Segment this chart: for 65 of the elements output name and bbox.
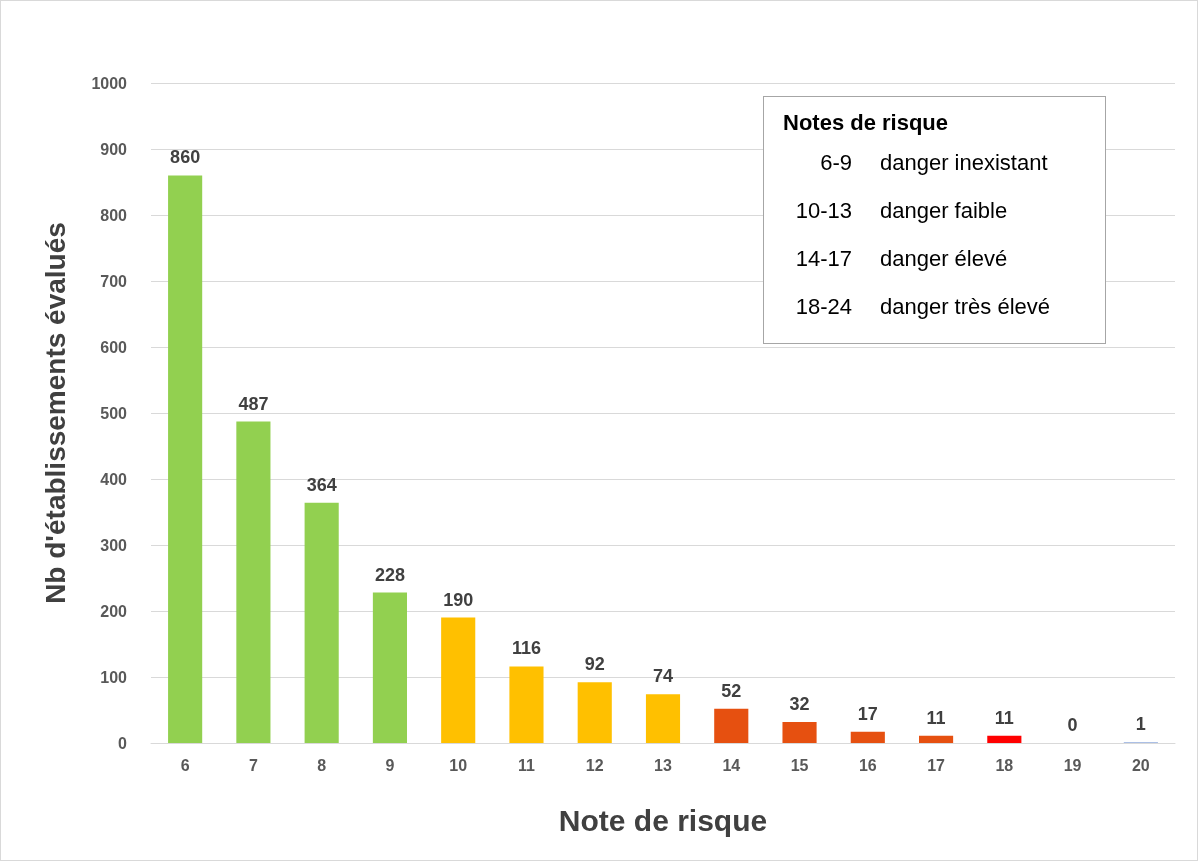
- bar: [919, 735, 954, 743]
- data-label: 1: [1135, 714, 1146, 735]
- x-tick-label: 19: [1063, 756, 1082, 774]
- x-tick-label: 15: [790, 756, 809, 774]
- data-label: 0: [1067, 715, 1078, 735]
- x-tick-label: 6: [180, 756, 190, 774]
- annotation: 18-24: [794, 293, 852, 321]
- y-axis-title: Nb d'établissements évalués: [39, 222, 71, 604]
- data-label: 116: [511, 638, 541, 659]
- x-tick-label: 20: [1131, 756, 1150, 774]
- annotation: Notes de risque: [782, 109, 950, 137]
- data-label: 74: [652, 666, 674, 687]
- annotation: 10-13: [794, 197, 852, 225]
- bar: [850, 731, 885, 743]
- annotation: danger élevé: [879, 245, 1008, 273]
- x-tick-label: 18: [995, 756, 1014, 774]
- x-tick-label: 16: [858, 756, 877, 774]
- y-tick-label: 0: [118, 734, 128, 752]
- data-label: 11: [926, 707, 946, 728]
- data-label: 11: [994, 707, 1014, 728]
- bar: [645, 694, 681, 743]
- annotation: danger inexistant: [879, 149, 1048, 177]
- data-label: 17: [857, 703, 878, 724]
- bar: [236, 421, 271, 743]
- data-label: 92: [584, 654, 605, 675]
- bar: [441, 617, 476, 743]
- y-tick-label: 500: [100, 404, 128, 422]
- bar: [509, 666, 544, 743]
- x-tick-label: 11: [518, 756, 536, 774]
- x-tick-label: 12: [585, 756, 604, 774]
- y-tick-label: 800: [100, 206, 128, 224]
- bar: [714, 708, 749, 743]
- bar: [168, 175, 203, 743]
- annotation: 14-17: [794, 245, 852, 273]
- data-label: 487: [238, 393, 269, 414]
- x-tick-label: 10: [449, 756, 468, 774]
- data-label: 860: [170, 147, 201, 168]
- x-tick-label: 14: [722, 756, 741, 774]
- y-tick-label: 600: [100, 338, 128, 356]
- data-label: 228: [374, 564, 405, 585]
- bar: [987, 735, 1022, 743]
- x-tick-label: 13: [654, 756, 672, 774]
- bar: [304, 502, 339, 743]
- annotation: 6-9: [819, 149, 852, 177]
- y-tick-label: 100: [100, 668, 128, 686]
- x-tick-label: 7: [248, 756, 258, 774]
- data-label: 32: [789, 693, 810, 714]
- y-tick-label: 300: [100, 536, 128, 554]
- data-label: 190: [443, 589, 474, 610]
- y-tick-label: 400: [100, 470, 128, 488]
- y-tick-label: 200: [100, 602, 128, 620]
- data-label: 364: [306, 474, 337, 495]
- annotation: danger très élevé: [879, 293, 1050, 321]
- x-tick-label: 17: [927, 756, 946, 774]
- y-tick-label: 900: [100, 140, 128, 158]
- bar: [577, 682, 612, 743]
- y-tick-label: 700: [100, 272, 128, 290]
- x-tick-label: 8: [317, 756, 327, 774]
- bar: [372, 592, 407, 743]
- data-label: 52: [721, 680, 742, 701]
- x-axis-title: Note de risque: [558, 803, 768, 837]
- y-tick-label: 1000: [91, 74, 128, 92]
- bar: [782, 721, 817, 743]
- annotation: danger faible: [879, 197, 1008, 225]
- x-tick-label: 9: [385, 756, 395, 774]
